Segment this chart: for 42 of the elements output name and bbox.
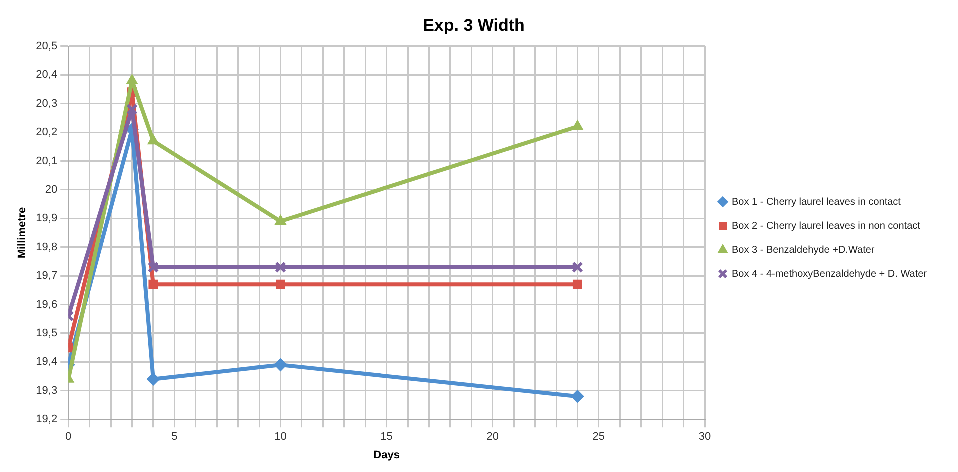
point	[126, 74, 138, 84]
x-axis-title: Days	[374, 449, 400, 462]
x-tick-label: 25	[592, 431, 606, 444]
point	[276, 280, 286, 290]
point	[274, 358, 288, 372]
point	[572, 262, 584, 274]
y-tick-label: 20,3	[36, 98, 58, 110]
y-tick-label: 19,2	[36, 414, 58, 426]
y-tick-label: 19,8	[36, 241, 58, 254]
x-tick-label: 30	[698, 431, 712, 444]
point	[148, 280, 158, 290]
legend-label: Box 3 - Benzaldehyde +D.Water	[732, 244, 876, 256]
x-tick-label: 0	[66, 431, 72, 444]
point	[275, 215, 286, 226]
y-tick-label: 20,2	[36, 126, 58, 139]
x-tick-label: 10	[274, 431, 287, 444]
y-tick-label: 19,3	[36, 384, 58, 397]
point	[146, 372, 160, 386]
point	[274, 262, 286, 274]
point	[572, 120, 584, 130]
y-tick-label: 19,9	[36, 212, 58, 225]
point	[148, 262, 160, 274]
legend-label: Box 2 - Cherry laurel leaves in non contact	[732, 220, 921, 232]
point	[572, 280, 582, 290]
y-tick-label: 19,6	[36, 298, 58, 311]
legend-label: Box 1 - Cherry laurel leaves in contact	[732, 196, 902, 208]
point	[126, 104, 138, 116]
y-tick-label: 19,5	[36, 328, 58, 340]
legend-label: Box 4 - 4-methoxyBenzaldehyde + D. Water	[732, 268, 928, 280]
y-tick-label: 20	[45, 184, 58, 196]
y-axis-title: Millimetre	[16, 207, 29, 259]
y-tick-label: 19,7	[36, 270, 58, 282]
x-tick-label: 20	[486, 431, 499, 444]
x-tick-label: 15	[380, 431, 393, 444]
y-tick-label: 19,4	[36, 356, 58, 368]
y-tick-label: 20,5	[36, 40, 58, 52]
x-tick-label: 5	[172, 431, 178, 444]
y-tick-label: 20,4	[36, 69, 58, 82]
chart-title: Exp. 3 Width	[423, 16, 525, 35]
y-tick-label: 20,1	[36, 155, 58, 168]
point	[148, 134, 160, 145]
point	[571, 390, 584, 404]
